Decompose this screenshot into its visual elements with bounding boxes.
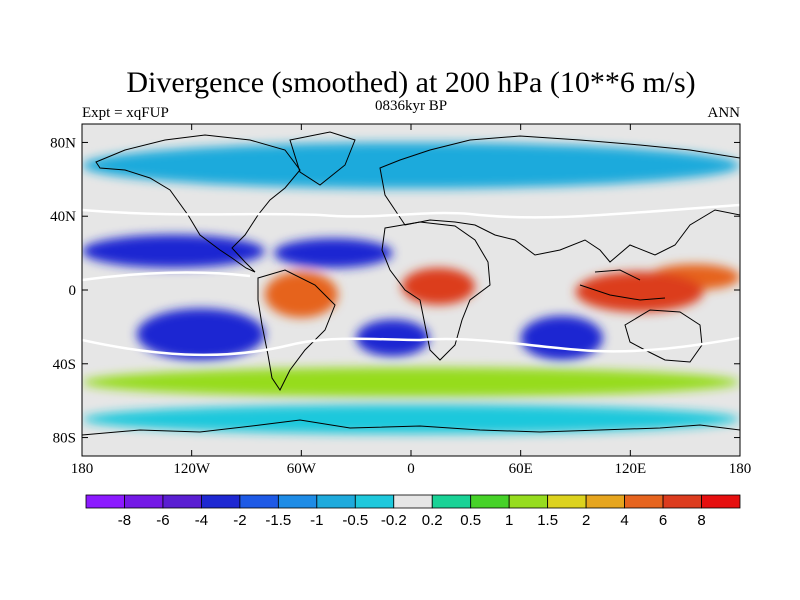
colorbar-swatch	[124, 494, 164, 509]
colorbar-swatch	[316, 494, 356, 509]
colorbar-swatch	[547, 494, 587, 509]
zero-contour	[82, 271, 251, 282]
subtitle-center: 0836kyr BP	[375, 98, 447, 114]
colorbar-swatch	[393, 494, 433, 509]
y-tick-label: 0	[69, 283, 77, 299]
colorbar-swatch	[470, 494, 510, 509]
colorbar-label: 4	[620, 512, 628, 529]
x-tick-label: 180	[729, 461, 752, 477]
field-region	[264, 271, 338, 318]
coast-indonesia	[579, 269, 666, 301]
colorbar-label: -0.2	[381, 512, 407, 529]
colorbar-label: 6	[659, 512, 667, 529]
zero-contour	[82, 203, 740, 219]
field-region	[136, 308, 265, 361]
field-region	[82, 367, 740, 397]
coastlines	[82, 131, 740, 436]
map-panel	[81, 123, 741, 457]
subtitle-left: Expt = xqFUP	[82, 105, 169, 121]
divergence-field	[82, 142, 740, 434]
colorbar-swatch	[701, 494, 741, 509]
colorbar-swatch	[662, 494, 702, 509]
colorbar-swatch	[354, 494, 395, 509]
field-region	[520, 315, 603, 361]
colorbar-label: -1.5	[265, 512, 291, 529]
colorbar-label: 0.5	[460, 512, 481, 529]
coast-south-america	[257, 269, 336, 391]
colorbar-label: -2	[233, 512, 246, 529]
coast-antarctica	[82, 419, 740, 436]
colorbar-label: 0.2	[422, 512, 443, 529]
x-tick-label: 120E	[614, 461, 646, 477]
colorbar-swatch	[277, 494, 318, 509]
field-region	[575, 271, 704, 313]
y-tick-label: 80S	[53, 431, 76, 447]
colorbar-swatch	[431, 494, 472, 509]
colorbar-label: -1	[310, 512, 323, 529]
y-tick-label: 40N	[50, 209, 76, 225]
colorbar-label: 2	[582, 512, 590, 529]
coast-africa	[381, 221, 491, 361]
field-region	[401, 267, 475, 305]
x-tick-label: 120W	[173, 461, 211, 477]
x-tick-label: 0	[407, 461, 415, 477]
zero-contours	[82, 203, 740, 357]
colorbar-swatch	[201, 494, 241, 509]
colorbar-label: -8	[118, 512, 131, 529]
colorbar-label: -4	[195, 512, 208, 529]
colorbar-label: 1	[505, 512, 513, 529]
colorbar-swatch	[624, 494, 664, 509]
colorbar-swatch	[585, 494, 625, 509]
colorbar-label: -0.5	[342, 512, 368, 529]
field-region	[273, 238, 393, 268]
field-region	[356, 319, 430, 357]
chart-title: Divergence (smoothed) at 200 hPa (10**6 …	[126, 66, 695, 99]
colorbar-swatch	[85, 494, 125, 509]
y-tick-label: 40S	[53, 357, 76, 373]
coast-greenland	[289, 131, 356, 186]
subtitle-right: ANN	[708, 105, 741, 121]
x-axis: 180 120W 60W 0 60E 120E 180	[71, 124, 752, 477]
x-tick-label: 60E	[509, 461, 533, 477]
y-tick-label: 80N	[50, 135, 76, 151]
field-region	[82, 142, 740, 189]
colorbar-label: -6	[156, 512, 169, 529]
x-tick-label: 180	[71, 461, 94, 477]
field-region	[82, 234, 265, 268]
zero-contour	[82, 336, 740, 357]
coast-north-america	[95, 134, 301, 273]
colorbar-label: 8	[697, 512, 705, 529]
coast-europe-asia	[379, 135, 740, 263]
colorbar-swatch	[162, 494, 202, 509]
y-axis: 80N 40N 0 40S 80S	[50, 135, 740, 447]
colorbar-swatch	[508, 494, 549, 509]
x-tick-label: 60W	[287, 461, 317, 477]
coast-australia	[624, 309, 703, 363]
colorbar-swatch	[239, 494, 279, 509]
colorbar: -8 -6 -4 -2 -1.5 -1 -0.5 -0.2 0.2 0.5 1 1.5 2 4 6 8	[85, 494, 741, 529]
colorbar-label: 1.5	[537, 512, 558, 529]
field-region	[82, 404, 740, 434]
